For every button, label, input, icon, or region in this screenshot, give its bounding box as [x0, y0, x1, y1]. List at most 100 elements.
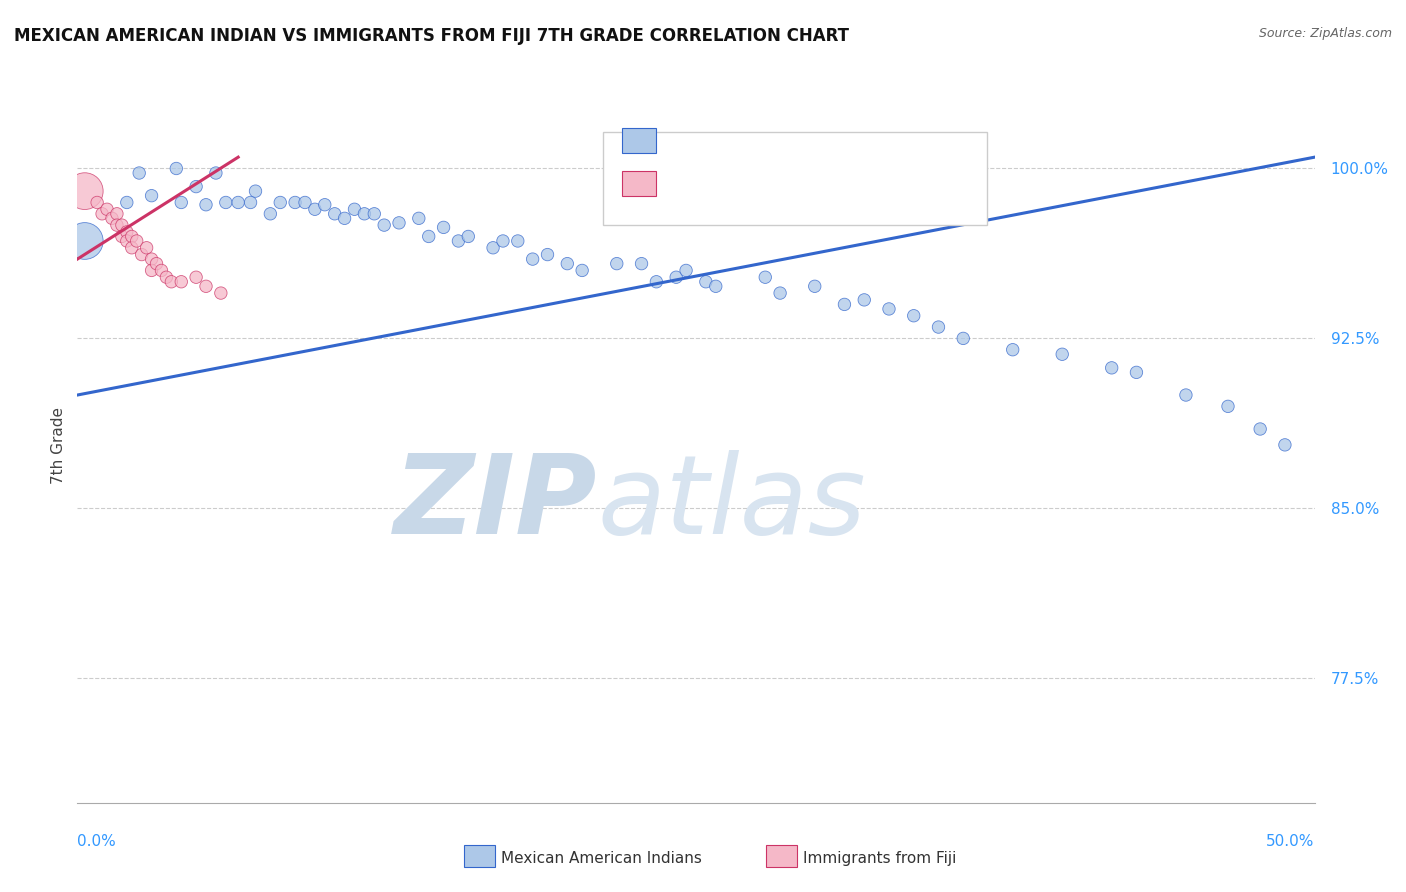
Point	[105, 207, 128, 221]
Point	[506, 234, 529, 248]
Point	[86, 195, 108, 210]
Text: Immigrants from Fiji: Immigrants from Fiji	[803, 851, 956, 865]
Point	[170, 275, 193, 289]
Point	[245, 184, 267, 198]
Point	[323, 207, 346, 221]
Point	[304, 202, 326, 217]
Point	[125, 234, 148, 248]
Point	[457, 229, 479, 244]
Point	[294, 195, 316, 210]
Text: R = 0.337   N = 26: R = 0.337 N = 26	[669, 175, 839, 193]
Point	[259, 207, 281, 221]
Point	[73, 234, 96, 248]
Point	[135, 241, 157, 255]
Point	[373, 218, 395, 232]
Point	[555, 257, 578, 271]
Point	[522, 252, 544, 266]
Point	[165, 161, 187, 176]
Point	[1249, 422, 1271, 436]
Point	[269, 195, 291, 210]
Point	[170, 195, 193, 210]
Text: 0.0%: 0.0%	[77, 834, 117, 849]
Point	[226, 195, 249, 210]
Point	[1174, 388, 1197, 402]
Point	[408, 211, 430, 226]
Text: MEXICAN AMERICAN INDIAN VS IMMIGRANTS FROM FIJI 7TH GRADE CORRELATION CHART: MEXICAN AMERICAN INDIAN VS IMMIGRANTS FR…	[14, 27, 849, 45]
Point	[239, 195, 262, 210]
Text: 50.0%: 50.0%	[1267, 834, 1315, 849]
Point	[105, 218, 128, 232]
Point	[101, 211, 124, 226]
Point	[388, 216, 411, 230]
FancyBboxPatch shape	[621, 171, 657, 196]
Point	[121, 229, 143, 244]
Point	[141, 188, 163, 202]
Point	[195, 279, 218, 293]
Point	[1216, 400, 1239, 414]
Point	[877, 301, 900, 316]
Point	[184, 179, 207, 194]
Point	[695, 275, 717, 289]
Text: Source: ZipAtlas.com: Source: ZipAtlas.com	[1258, 27, 1392, 40]
Point	[630, 257, 652, 271]
FancyBboxPatch shape	[603, 132, 987, 225]
Point	[111, 218, 134, 232]
Point	[145, 257, 167, 271]
Point	[536, 247, 558, 261]
Point	[195, 198, 218, 212]
Point	[131, 247, 153, 261]
Point	[571, 263, 593, 277]
Text: Mexican American Indians: Mexican American Indians	[501, 851, 702, 865]
Point	[1274, 438, 1296, 452]
Point	[903, 309, 925, 323]
Point	[363, 207, 385, 221]
Point	[215, 195, 238, 210]
Point	[73, 184, 96, 198]
Point	[482, 241, 505, 255]
Point	[927, 320, 949, 334]
Point	[803, 279, 825, 293]
Point	[121, 241, 143, 255]
Point	[155, 270, 177, 285]
Point	[952, 331, 974, 345]
Point	[115, 225, 138, 239]
Point	[314, 198, 336, 212]
Point	[418, 229, 440, 244]
Point	[333, 211, 356, 226]
Point	[432, 220, 454, 235]
Point	[606, 257, 628, 271]
Point	[150, 263, 173, 277]
Text: atlas: atlas	[598, 450, 866, 557]
Point	[141, 252, 163, 266]
Point	[447, 234, 470, 248]
Point	[834, 297, 856, 311]
Point	[115, 195, 138, 210]
Text: R = 0.358   N = 62: R = 0.358 N = 62	[669, 132, 839, 150]
Point	[141, 263, 163, 277]
Point	[284, 195, 307, 210]
Point	[853, 293, 876, 307]
Text: ZIP: ZIP	[394, 450, 598, 557]
Point	[754, 270, 776, 285]
Point	[675, 263, 697, 277]
Point	[492, 234, 515, 248]
Point	[343, 202, 366, 217]
Point	[1001, 343, 1024, 357]
Point	[665, 270, 688, 285]
Point	[91, 207, 114, 221]
Point	[160, 275, 183, 289]
Point	[209, 286, 232, 301]
FancyBboxPatch shape	[621, 128, 657, 153]
Point	[353, 207, 375, 221]
Point	[769, 286, 792, 301]
Point	[1125, 365, 1147, 379]
Point	[645, 275, 668, 289]
Point	[205, 166, 228, 180]
Point	[111, 229, 134, 244]
Y-axis label: 7th Grade: 7th Grade	[51, 408, 66, 484]
Point	[128, 166, 150, 180]
Point	[1050, 347, 1073, 361]
Point	[96, 202, 118, 217]
Point	[115, 234, 138, 248]
Point	[1101, 360, 1123, 375]
